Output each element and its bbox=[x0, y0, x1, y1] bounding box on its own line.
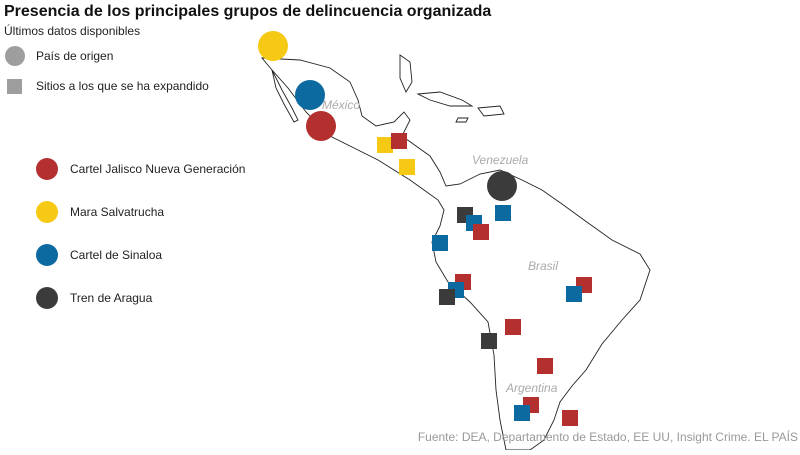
group-legend: Cartel Jalisco Nueva Generación Mara Salv… bbox=[36, 158, 245, 309]
legend-square bbox=[7, 79, 22, 94]
legend-label: Sitios a los que se ha expandido bbox=[36, 79, 209, 93]
baja bbox=[271, 69, 299, 123]
country-label: México bbox=[322, 98, 360, 112]
land bbox=[260, 54, 651, 451]
country-label: Argentina bbox=[505, 381, 558, 395]
cuba bbox=[416, 91, 474, 107]
expansion-marker bbox=[514, 405, 530, 421]
jamaica bbox=[455, 117, 469, 123]
expansion-marker bbox=[505, 319, 521, 335]
hispaniola bbox=[477, 105, 505, 117]
legend-swatch bbox=[36, 244, 58, 266]
country-label: Venezuela bbox=[472, 153, 529, 167]
florida bbox=[399, 54, 413, 93]
legend-swatch bbox=[36, 201, 58, 223]
expansion-marker bbox=[377, 137, 393, 153]
expansion-marker bbox=[562, 410, 578, 426]
origin-marker bbox=[306, 111, 336, 141]
legend-swatch bbox=[36, 287, 58, 309]
markers bbox=[258, 31, 592, 426]
legend-label: Cartel de Sinaloa bbox=[70, 248, 162, 262]
legend-swatch bbox=[36, 158, 58, 180]
expansion-marker bbox=[473, 224, 489, 240]
americas bbox=[260, 57, 651, 451]
legend-circle bbox=[5, 46, 25, 66]
legend-label: País de origen bbox=[36, 49, 113, 63]
expansion-marker bbox=[439, 289, 455, 305]
origin-marker bbox=[487, 171, 517, 201]
expansion-marker bbox=[566, 286, 582, 302]
origin-marker bbox=[258, 31, 288, 61]
expansion-marker bbox=[537, 358, 553, 374]
source: Fuente: DEA, Departamento de Estado, EE … bbox=[418, 429, 798, 444]
expansion-marker bbox=[481, 333, 497, 349]
origin-marker bbox=[295, 80, 325, 110]
legend-label: Cartel Jalisco Nueva Generación bbox=[70, 162, 245, 176]
country-label: Brasil bbox=[528, 259, 558, 273]
subtitle: Últimos datos disponibles bbox=[4, 23, 140, 38]
expansion-marker bbox=[495, 205, 511, 221]
expansion-marker bbox=[399, 159, 415, 175]
title: Presencia de los principales grupos de d… bbox=[4, 3, 491, 20]
legend-label: Tren de Aragua bbox=[70, 291, 153, 305]
legend-label: Mara Salvatrucha bbox=[70, 205, 164, 219]
expansion-marker bbox=[432, 235, 448, 251]
expansion-marker bbox=[391, 133, 407, 149]
